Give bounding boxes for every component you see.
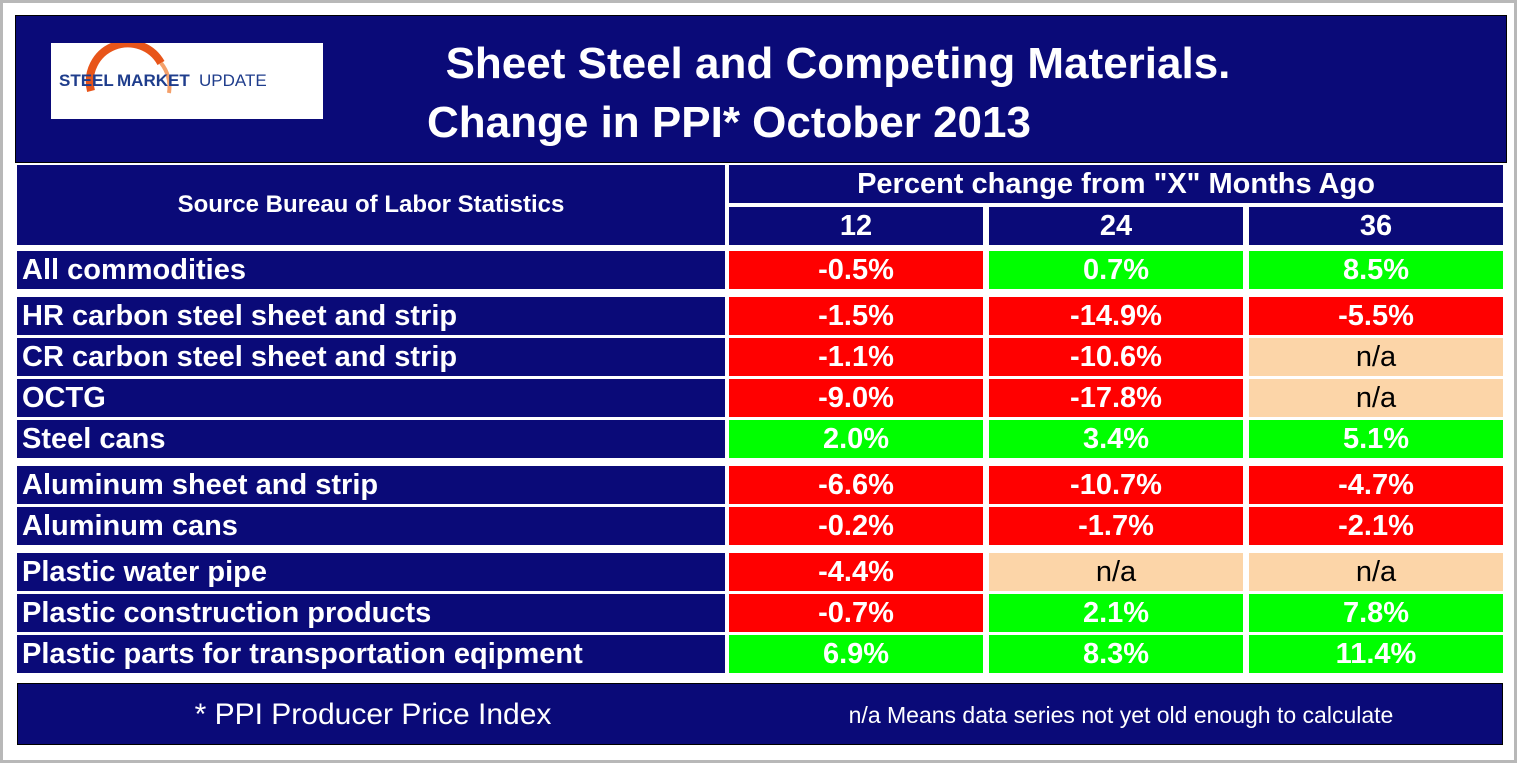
logo-word: UPDATE	[199, 71, 267, 90]
row-label: Plastic parts for transportation eqipmen…	[17, 635, 725, 673]
value-cell: 8.3%	[989, 635, 1243, 673]
footer-panel	[17, 683, 1503, 745]
value-cell: 2.1%	[989, 594, 1243, 632]
value-cell: 6.9%	[729, 635, 983, 673]
value-cell: -2.1%	[1249, 507, 1503, 545]
value-cell: -5.5%	[1249, 297, 1503, 335]
footer-note: * PPI Producer Price Index	[194, 698, 552, 731]
value-cell: 0.7%	[989, 251, 1243, 289]
logo-graphic: STEEL MARKET UPDATE	[59, 39, 267, 94]
logo-word: STEEL	[59, 71, 114, 90]
row-label: Plastic water pipe	[17, 553, 725, 591]
column-header: 36	[1249, 207, 1503, 245]
value-cell: -14.9%	[989, 297, 1243, 335]
value-cell: 7.8%	[1249, 594, 1503, 632]
value-cell: -10.6%	[989, 338, 1243, 376]
value-cell: 11.4%	[1249, 635, 1503, 673]
row-label: OCTG	[17, 379, 725, 417]
value-cell: -0.5%	[729, 251, 983, 289]
value-cell: 2.0%	[729, 420, 983, 458]
logo-arc	[159, 61, 172, 94]
row-label: Aluminum sheet and strip	[17, 466, 725, 504]
logo: STEEL MARKET UPDATE	[51, 39, 323, 119]
row-label: Steel cans	[17, 420, 725, 458]
value-cell: -0.7%	[729, 594, 983, 632]
value-cell: n/a	[1249, 553, 1503, 591]
value-cell: 3.4%	[989, 420, 1243, 458]
value-cell: 5.1%	[1249, 420, 1503, 458]
row-label: HR carbon steel sheet and strip	[17, 297, 725, 335]
column-header: 24	[989, 207, 1243, 245]
value-cell: -17.8%	[989, 379, 1243, 417]
row-label: All commodities	[17, 251, 725, 289]
value-cell: -6.6%	[729, 466, 983, 504]
value-cell: -1.1%	[729, 338, 983, 376]
source-header: Source Bureau of Labor Statistics	[17, 165, 725, 245]
value-cell: -4.7%	[1249, 466, 1503, 504]
value-cell: -1.7%	[989, 507, 1243, 545]
row-label: Aluminum cans	[17, 507, 725, 545]
value-cell: -1.5%	[729, 297, 983, 335]
value-cell: -4.4%	[729, 553, 983, 591]
logo-word: MARKET	[117, 71, 190, 90]
value-cell: n/a	[1249, 338, 1503, 376]
row-label: CR carbon steel sheet and strip	[17, 338, 725, 376]
column-header: 12	[729, 207, 983, 245]
value-cell: -9.0%	[729, 379, 983, 417]
value-cell: -10.7%	[989, 466, 1243, 504]
footer-note: n/a Means data series not yet old enough…	[848, 701, 1394, 728]
value-cell: -0.2%	[729, 507, 983, 545]
title-line: Sheet Steel and Competing Materials.	[445, 39, 1231, 88]
title-line: Change in PPI* October 2013	[427, 98, 1031, 147]
value-cell: n/a	[1249, 379, 1503, 417]
value-cell: n/a	[989, 553, 1243, 591]
value-cell: 8.5%	[1249, 251, 1503, 289]
column-group-header: Percent change from "X" Months Ago	[729, 165, 1503, 203]
logo-arc	[85, 39, 165, 92]
row-label: Plastic construction products	[17, 594, 725, 632]
